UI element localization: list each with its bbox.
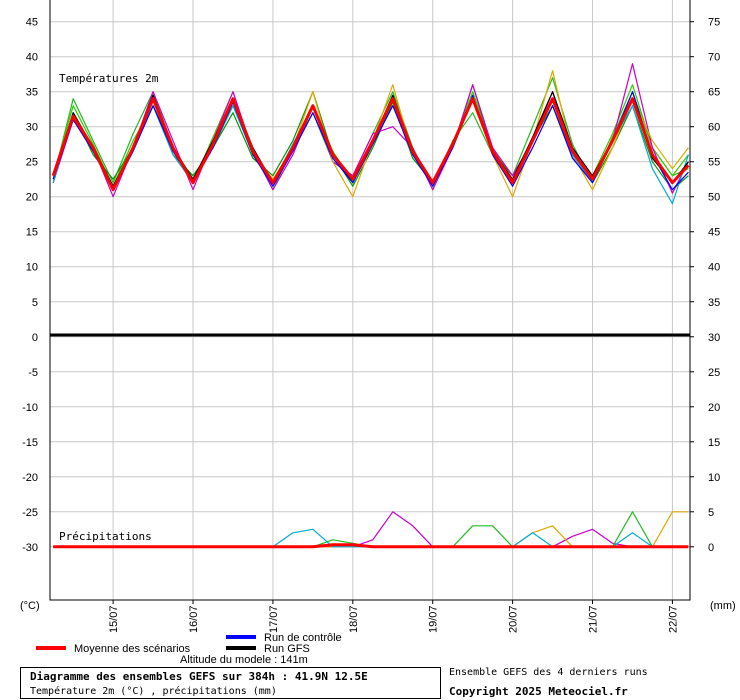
temperature-label: Températures 2m <box>59 72 159 85</box>
mean-line <box>51 97 690 192</box>
y2-tick-label: 15 <box>708 437 720 449</box>
altitude-note: Altitude du modele : 141m <box>180 654 308 666</box>
y2-tick-label: 5 <box>708 507 714 519</box>
legend-label: Moyenne des scénarios <box>74 643 191 655</box>
y-tick-label: 20 <box>26 192 38 204</box>
y2-tick-label: 50 <box>708 192 720 204</box>
x-tick-label: 19/07 <box>428 605 440 633</box>
plot-frame <box>49 0 691 601</box>
y-tick-label: 10 <box>26 262 38 274</box>
x-tick-label: 15/07 <box>108 605 120 633</box>
legend-label: Run de contrôle <box>264 632 342 644</box>
y2-tick-label: 40 <box>708 262 720 274</box>
y2-tick-label: 60 <box>708 122 720 134</box>
y2-tick-label: 55 <box>708 157 720 169</box>
y-tick-label: -5 <box>28 367 38 379</box>
precip-label: Précipitations <box>59 530 152 543</box>
y2-tick-label: 65 <box>708 87 720 99</box>
y2-tick-label: 10 <box>708 472 720 484</box>
y-tick-label: 5 <box>32 297 38 309</box>
series-line <box>52 91 689 191</box>
y-tick-label: 30 <box>26 122 38 134</box>
info-box <box>20 667 441 699</box>
x-tick-label: 17/07 <box>268 605 280 633</box>
y2-tick-label: 30 <box>708 332 720 344</box>
y2-tick-label: 70 <box>708 52 720 64</box>
y-tick-label: 0 <box>32 332 38 344</box>
y-tick-label: -25 <box>22 507 38 519</box>
x-tick-label: 22/07 <box>667 605 679 633</box>
legend-label: Run GFS <box>264 643 310 655</box>
y-tick-label: 15 <box>26 227 38 239</box>
x-tick-label: 16/07 <box>188 605 200 633</box>
y-tick-label: -30 <box>22 542 38 554</box>
y-axis-unit: (°C) <box>20 600 40 612</box>
y-tick-label: -20 <box>22 472 38 484</box>
plot-lines <box>51 63 690 549</box>
y2-tick-label: 35 <box>708 297 720 309</box>
y-tick-label: 40 <box>26 52 38 64</box>
mean-line <box>53 543 689 549</box>
y-tick-label: -10 <box>22 402 38 414</box>
x-tick-label: 18/07 <box>348 605 360 633</box>
box-subtitle: Température 2m (°C) , précipitations (mm… <box>30 685 277 697</box>
x-tick-label: 20/07 <box>508 605 520 633</box>
series-line <box>52 77 689 191</box>
y2-tick-label: 45 <box>708 227 720 239</box>
legend: Moyenne des scénarios Run de contrôleRun … <box>36 632 342 655</box>
y2-axis-unit: (mm) <box>710 600 736 612</box>
y-tick-label: 25 <box>26 157 38 169</box>
grid <box>50 0 690 600</box>
y2-tick-label: 20 <box>708 402 720 414</box>
y-tick-label: 35 <box>26 87 38 99</box>
copyright: Copyright 2025 Meteociel.fr <box>449 685 628 698</box>
y-tick-label: -15 <box>22 437 38 449</box>
y2-tick-label: 75 <box>708 17 720 29</box>
y2-tick-label: 0 <box>708 542 714 554</box>
x-tick-label: 21/07 <box>588 605 600 633</box>
y-tick-label: 45 <box>26 17 38 29</box>
runs-note: Ensemble GEFS des 4 derniers runs <box>449 667 648 678</box>
box-title: Diagramme des ensembles GEFS sur 384h : … <box>30 670 368 683</box>
y2-tick-label: 25 <box>708 367 720 379</box>
